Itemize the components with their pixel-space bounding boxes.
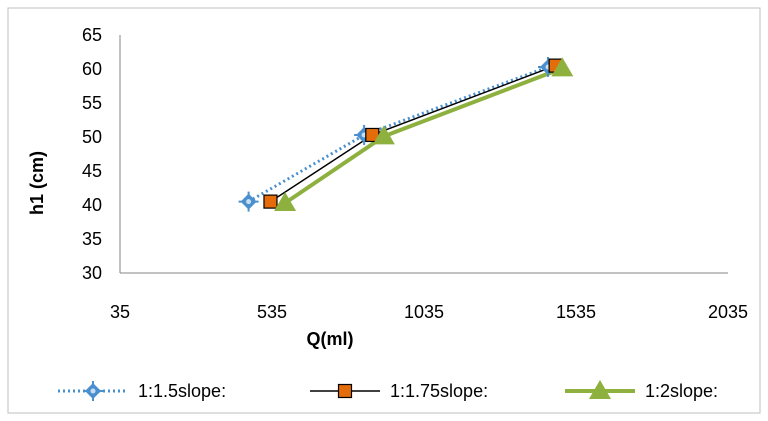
y-tick-label: 55 (82, 93, 102, 113)
x-tick-label: 1035 (404, 302, 444, 322)
x-tick-label: 1535 (556, 302, 596, 322)
data-point-series-2 (263, 194, 278, 209)
x-tick-labels: 35 535 1035 1535 2035 (110, 302, 748, 322)
legend-marker (589, 380, 611, 399)
legend-item-3: 1:2slope: (565, 380, 718, 401)
data-point-series-3 (274, 191, 297, 211)
legend-label: 1:1.5slope: (138, 381, 226, 401)
legend-marker (83, 381, 103, 401)
y-tick-label: 40 (82, 195, 102, 215)
y-tick-labels: 30 35 40 45 50 55 60 65 (82, 25, 102, 283)
y-tick-label: 60 (82, 59, 102, 79)
y-tick-label: 50 (82, 127, 102, 147)
data-point-series-3 (372, 125, 395, 145)
y-axis-title: h1 (cm) (27, 151, 47, 215)
legend-item-2: 1:1.75slope: (310, 381, 488, 401)
legend-marker (337, 383, 353, 399)
x-tick-label: 2035 (708, 302, 748, 322)
x-axis-title: Q(ml) (307, 329, 354, 349)
legend-label: 1:1.75slope: (390, 381, 488, 401)
y-tick-label: 30 (82, 263, 102, 283)
legend: 1:1.5slope: 1:1.75slope: 1:2slope: (58, 380, 718, 401)
legend-item-1: 1:1.5slope: (58, 381, 226, 401)
data-point-series-1 (238, 191, 259, 212)
x-tick-label: 535 (257, 302, 287, 322)
chart-frame (7, 7, 761, 414)
y-tick-label: 45 (82, 161, 102, 181)
data-point-series-3 (551, 57, 574, 77)
y-tick-label: 65 (82, 25, 102, 45)
series-markers (238, 56, 574, 212)
x-tick-label: 35 (110, 302, 130, 322)
legend-label: 1:2slope: (645, 381, 718, 401)
plot-area (238, 56, 574, 212)
y-tick-label: 35 (82, 229, 102, 249)
